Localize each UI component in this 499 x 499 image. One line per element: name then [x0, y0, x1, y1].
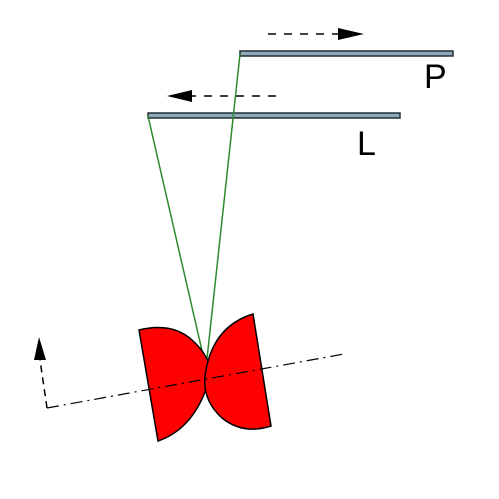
- plate-top-motion-arrow-icon: [268, 28, 364, 40]
- plate-bottom-motion-arrow-icon: [167, 90, 276, 102]
- plate-bottom: [147, 112, 401, 119]
- plate-top-label: P: [424, 58, 447, 96]
- lens-half-right: [204, 313, 272, 430]
- ray-right: [205, 53, 241, 369]
- axis-rotation-arrow-icon: [34, 337, 48, 409]
- plate-top: [239, 50, 454, 57]
- optical-axis: [46, 353, 345, 409]
- ray-left: [147, 115, 207, 369]
- plate-bottom-label: L: [357, 125, 376, 163]
